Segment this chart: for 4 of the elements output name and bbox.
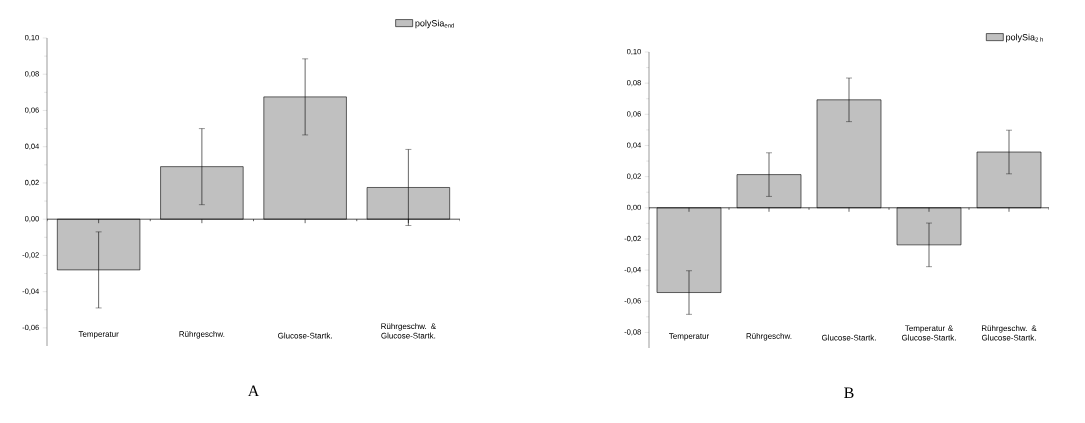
- text: A: [247, 385, 260, 397]
- legend-label: polySia$_{end}$: [415, 19, 454, 29]
- legend-label: polySia$_{2 h}$: [1006, 33, 1043, 43]
- text: B: [844, 387, 854, 399]
